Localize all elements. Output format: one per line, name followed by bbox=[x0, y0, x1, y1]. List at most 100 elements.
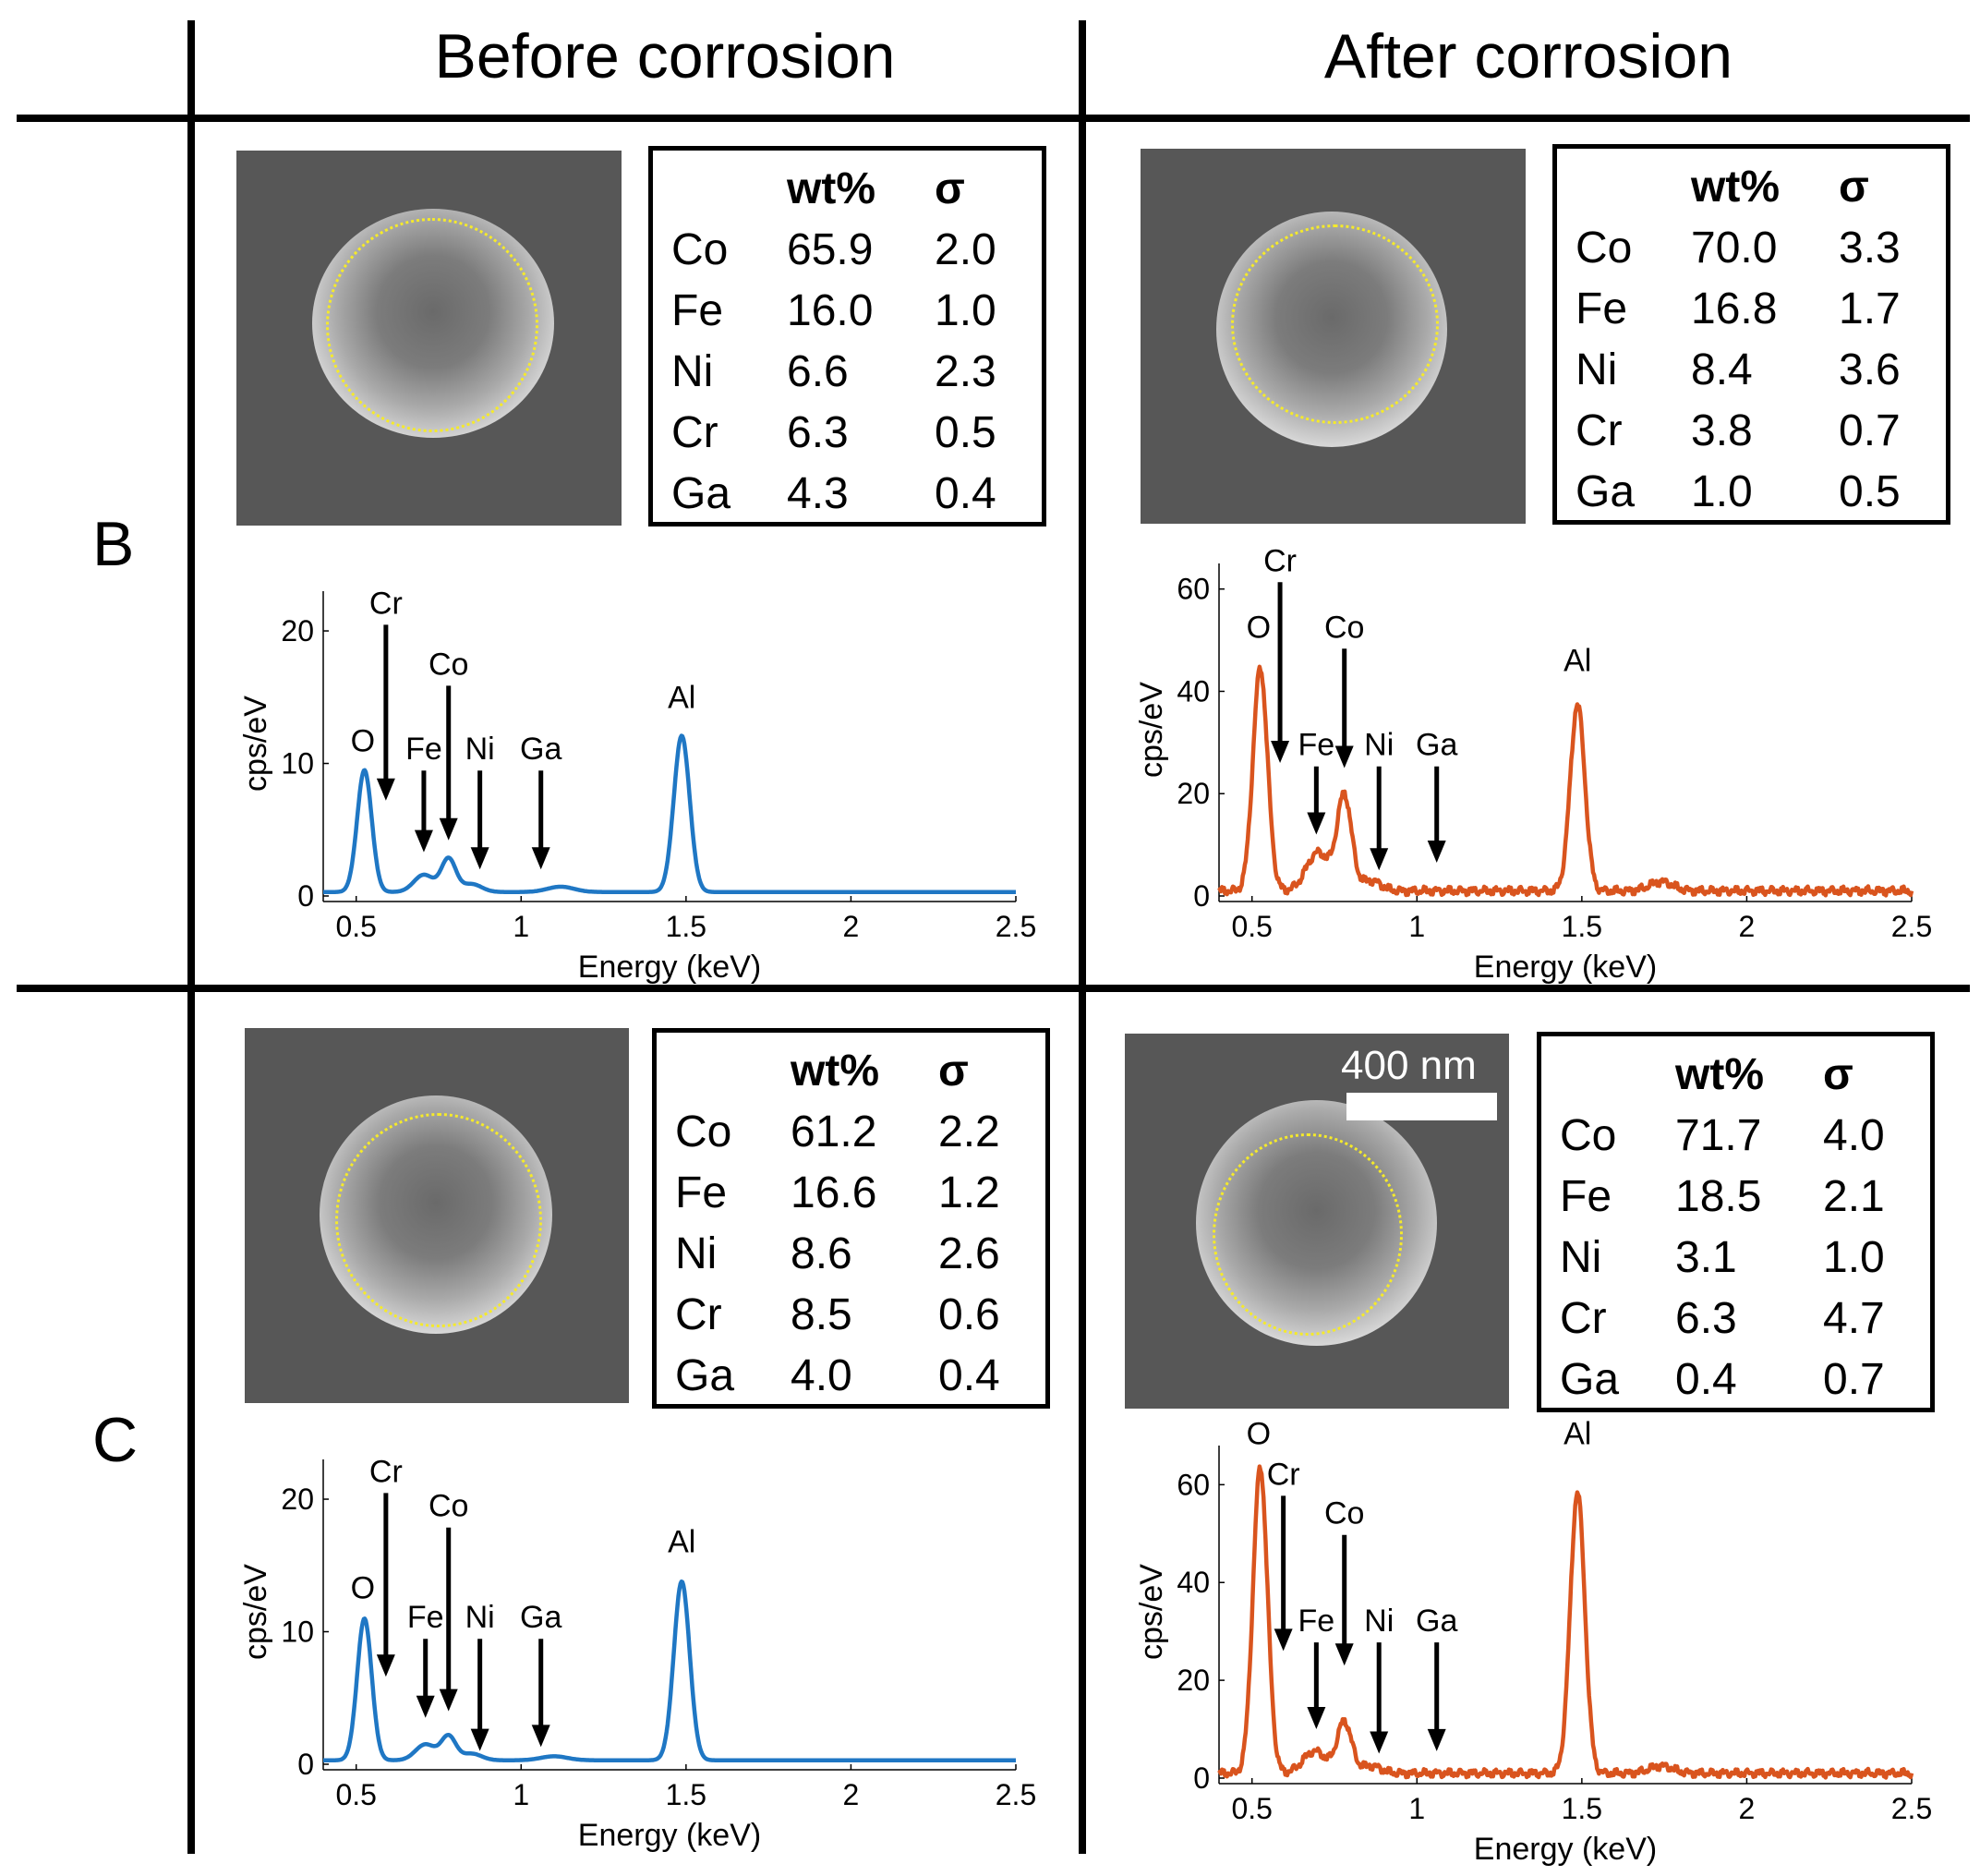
x-tick-label: 1.5 bbox=[666, 1778, 706, 1811]
arrow-head bbox=[439, 817, 458, 841]
table-wt-value: 6.3 bbox=[787, 408, 849, 457]
table-wt-value: 6.3 bbox=[1675, 1294, 1737, 1343]
table-wt-value: 4.0 bbox=[791, 1351, 852, 1400]
y-tick-label: 20 bbox=[281, 614, 314, 648]
table-element: Cr bbox=[1576, 406, 1623, 455]
sem-image-c-before bbox=[245, 1028, 629, 1403]
peak-label-fe: Fe bbox=[407, 1600, 444, 1635]
table-sigma-value: 2.6 bbox=[938, 1229, 1000, 1278]
table-sigma-value: 2.0 bbox=[935, 225, 996, 274]
table-wt-value: 16.6 bbox=[791, 1168, 877, 1217]
table-header-sigma: σ bbox=[938, 1047, 969, 1095]
table-wt-value: 3.1 bbox=[1675, 1233, 1737, 1282]
y-axis-label: cps/eV bbox=[238, 696, 273, 792]
table-element: Cr bbox=[671, 408, 718, 457]
table-header-sigma: σ bbox=[1823, 1050, 1853, 1099]
y-axis-label: cps/eV bbox=[1134, 682, 1169, 778]
table-header-sigma: σ bbox=[935, 164, 965, 213]
composition-table-c-before: wt% σ Co 61.2 2.2 Fe 16.6 1.2 Ni 8.6 2.6 Cr 8.5 0.6 Ga… bbox=[652, 1028, 1050, 1409]
table-sigma-value: 0.7 bbox=[1823, 1355, 1885, 1404]
sem-image-c-after: 400 nm bbox=[1125, 1034, 1509, 1409]
peak-label-al: Al bbox=[1563, 643, 1591, 678]
x-tick-label: 1 bbox=[513, 910, 529, 943]
spectrum-line bbox=[321, 1579, 1018, 1762]
table-sigma-value: 0.5 bbox=[935, 408, 996, 457]
x-tick-label: 0.5 bbox=[335, 1778, 376, 1811]
x-axis-label: Energy (keV) bbox=[1474, 1832, 1657, 1867]
arrow-head bbox=[1271, 741, 1290, 763]
table-element: Ga bbox=[671, 469, 731, 518]
table-element: Ni bbox=[671, 347, 714, 396]
table-header-wt: wt% bbox=[1691, 163, 1780, 212]
arrow-head bbox=[470, 1728, 489, 1751]
peak-label-fe: Fe bbox=[405, 732, 442, 767]
table-sigma-value: 2.1 bbox=[1823, 1172, 1885, 1221]
x-tick-label: 0.5 bbox=[1231, 910, 1272, 943]
y-tick-label: 20 bbox=[281, 1483, 314, 1516]
y-tick-label: 60 bbox=[1177, 573, 1210, 606]
x-axis-label: Energy (keV) bbox=[1474, 950, 1657, 985]
x-tick-label: 2 bbox=[1739, 910, 1756, 943]
y-tick-label: 60 bbox=[1177, 1468, 1210, 1501]
x-tick-label: 2 bbox=[1739, 1792, 1756, 1825]
peak-label-cr: Cr bbox=[1263, 543, 1297, 578]
arrow-head bbox=[470, 847, 489, 870]
table-element: Ni bbox=[1560, 1233, 1602, 1282]
x-tick-label: 1.5 bbox=[1562, 910, 1602, 943]
arrow-head bbox=[1370, 848, 1389, 871]
peak-label-ga: Ga bbox=[1416, 728, 1457, 763]
table-header-wt: wt% bbox=[787, 164, 875, 213]
x-tick-label: 0.5 bbox=[335, 910, 376, 943]
table-sigma-value: 2.2 bbox=[938, 1107, 1000, 1156]
table-sigma-value: 0.6 bbox=[938, 1290, 1000, 1339]
y-axis-label: cps/eV bbox=[238, 1564, 273, 1660]
x-tick-label: 0.5 bbox=[1231, 1792, 1272, 1825]
table-element: Co bbox=[671, 225, 729, 274]
table-element: Ga bbox=[1576, 467, 1636, 516]
table-element: Fe bbox=[675, 1168, 728, 1217]
table-wt-value: 6.6 bbox=[787, 347, 849, 396]
scale-bar-label: 400 nm bbox=[1341, 1043, 1477, 1088]
table-element: Fe bbox=[1576, 284, 1628, 333]
table-sigma-value: 3.6 bbox=[1839, 345, 1901, 394]
table-element: Co bbox=[1576, 224, 1633, 272]
y-tick-label: 10 bbox=[281, 1616, 314, 1649]
peak-label-o: O bbox=[351, 1571, 375, 1606]
sem-image-b-after bbox=[1141, 149, 1526, 524]
peak-label-al: Al bbox=[1563, 1416, 1591, 1451]
scale-bar bbox=[1346, 1093, 1497, 1120]
table-wt-value: 8.5 bbox=[791, 1290, 852, 1339]
table-wt-value: 16.0 bbox=[787, 286, 874, 335]
spectrum-chart-c-before: 0.5 1 1.5 2 2.5 0 10 20 Energy (keV) cps/eV O Cr Co F… bbox=[238, 1454, 1036, 1853]
arrow-head bbox=[1370, 1731, 1389, 1754]
y-axis-label: cps/eV bbox=[1134, 1564, 1169, 1660]
peak-label-co: Co bbox=[429, 647, 468, 682]
table-wt-value: 16.8 bbox=[1691, 284, 1778, 333]
arrow-head bbox=[376, 1654, 395, 1677]
table-sigma-value: 1.7 bbox=[1839, 284, 1901, 333]
composition-table-b-before: wt% σ Co 65.9 2.0 Fe 16.0 1.0 Ni 6.6 2.3 Cr 6.3 0.5 Ga… bbox=[648, 146, 1046, 526]
x-tick-label: 1.5 bbox=[666, 910, 706, 943]
arrow-head bbox=[1307, 812, 1326, 835]
spectrum-chart-c-after: 0.5 1 1.5 2 2.5 0 20 40 60 Energy (keV) cps/eV O Cr C… bbox=[1134, 1416, 1932, 1867]
peak-label-o: O bbox=[351, 724, 375, 759]
x-tick-label: 1.5 bbox=[1562, 1792, 1602, 1825]
x-tick-label: 1 bbox=[1408, 910, 1425, 943]
table-wt-value: 3.8 bbox=[1691, 406, 1753, 455]
table-sigma-value: 1.0 bbox=[935, 286, 996, 335]
y-tick-label: 0 bbox=[297, 1748, 314, 1781]
peak-label-ni: Ni bbox=[465, 732, 495, 767]
peak-label-o: O bbox=[1247, 1416, 1271, 1451]
peak-label-fe: Fe bbox=[1298, 1604, 1335, 1639]
table-wt-value: 1.0 bbox=[1691, 467, 1753, 516]
peak-label-ni: Ni bbox=[465, 1600, 495, 1635]
table-wt-value: 18.5 bbox=[1675, 1172, 1762, 1221]
arrow-head bbox=[1307, 1707, 1326, 1730]
peak-label-fe: Fe bbox=[1298, 728, 1335, 763]
table-element: Ga bbox=[675, 1351, 735, 1400]
y-tick-label: 20 bbox=[1177, 1664, 1210, 1697]
table-wt-value: 70.0 bbox=[1691, 224, 1778, 272]
arrow-head bbox=[531, 1725, 550, 1748]
arrow-head bbox=[414, 829, 433, 853]
y-tick-label: 10 bbox=[281, 747, 314, 781]
